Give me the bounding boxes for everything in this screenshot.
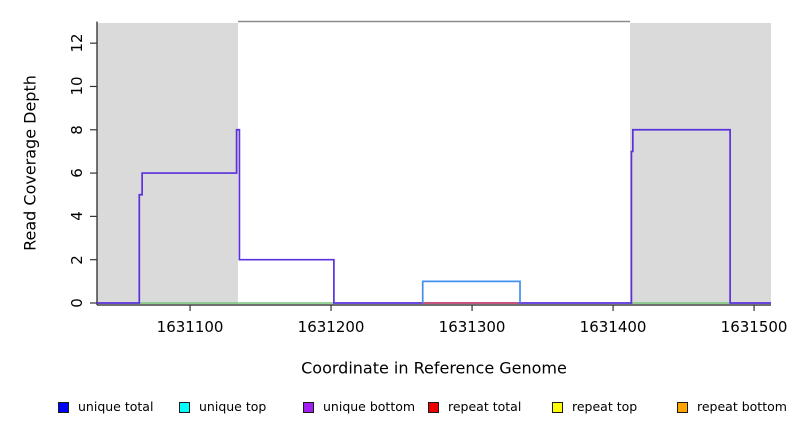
legend-swatch-icon <box>677 401 688 413</box>
y-tick-label: 0 <box>68 298 86 308</box>
legend-label: unique bottom <box>323 399 416 414</box>
legend-label: repeat top <box>572 399 638 414</box>
y-tick-label: 2 <box>68 254 86 265</box>
unique-top-box <box>421 280 521 303</box>
legend-swatch-icon <box>58 401 69 413</box>
legend-item-unique-total: unique total <box>58 399 154 414</box>
x-tick-label: 1631100 <box>156 318 224 336</box>
x-tick-label: 1631400 <box>579 318 647 336</box>
legend-label: repeat total <box>448 399 522 414</box>
legend-label: unique total <box>78 399 154 414</box>
x-tick-label: 1631500 <box>720 318 788 336</box>
x-tick-label: 1631300 <box>438 318 506 336</box>
legend-swatch-icon <box>552 401 563 413</box>
legend-swatch-icon <box>428 401 439 413</box>
y-tick-label: 6 <box>68 168 86 178</box>
legend-item-repeat-top: repeat top <box>552 399 638 414</box>
repeat-region-right <box>629 23 771 304</box>
y-tick-label: 10 <box>68 76 86 96</box>
y-axis-title: Read Coverage Depth <box>20 75 40 251</box>
repeat-region-left <box>97 23 239 304</box>
legend-item-unique-bottom: unique bottom <box>303 399 416 414</box>
legend-swatch-icon <box>303 401 314 413</box>
x-tick-label: 1631200 <box>297 318 365 336</box>
y-tick-label: 8 <box>68 124 86 135</box>
y-tick-label: 4 <box>68 211 86 222</box>
legend-item-unique-top: unique top <box>179 399 267 414</box>
x-axis-title: Coordinate in Reference Genome <box>301 358 567 378</box>
legend-label: unique top <box>199 399 267 414</box>
legend-label: repeat bottom <box>697 399 787 414</box>
y-tick-label: 12 <box>68 33 86 53</box>
legend-item-repeat-bottom: repeat bottom <box>677 399 787 414</box>
legend-swatch-icon <box>179 401 190 413</box>
legend-item-repeat-total: repeat total <box>428 399 522 414</box>
unique-bottom-coverage <box>97 128 771 304</box>
